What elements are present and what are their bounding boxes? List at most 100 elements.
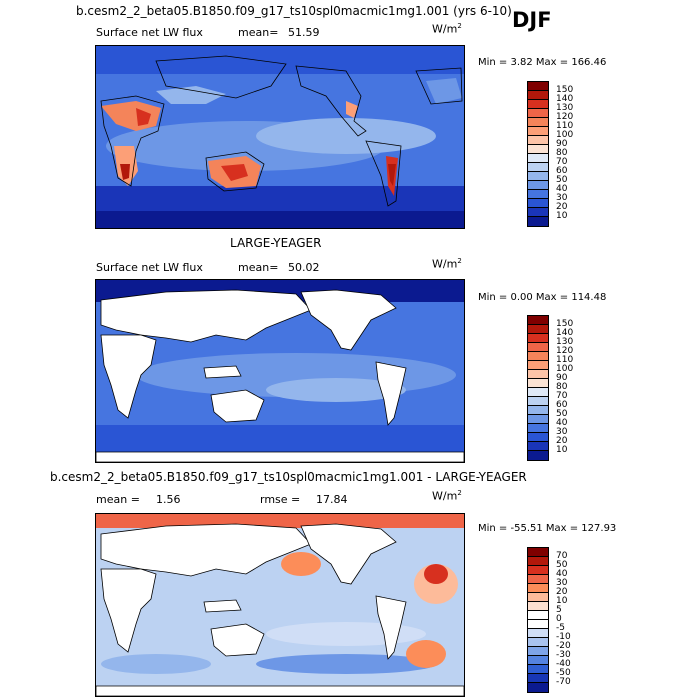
- panel3-cbar-seg: [528, 620, 548, 629]
- panel3-cbar-label: -70: [556, 677, 571, 687]
- panel1-cbar-seg: [528, 100, 548, 109]
- panel1-cbar-seg: [528, 190, 548, 199]
- panel2-cbar-seg: [528, 325, 548, 334]
- panel1-variable: Surface net LW flux: [96, 26, 203, 39]
- panel3-cbar-label: 20: [556, 587, 568, 597]
- panel3-arctic-bias: [96, 514, 464, 528]
- panel2-variable: Surface net LW flux: [96, 261, 203, 274]
- panel1-antarctic: [96, 211, 464, 228]
- panel3-case-title: b.cesm2_2_beta05.B1850.f09_g17_ts10spl0m…: [50, 470, 527, 484]
- panel3-land-indonesia: [203, 599, 242, 613]
- panel1-cbar-label: 30: [556, 193, 568, 203]
- panel3-units-sup: 2: [457, 489, 462, 497]
- panel2-cbar-label: 20: [556, 436, 568, 446]
- panel1-cbar-seg: [528, 118, 548, 127]
- panel3-land-australia: [210, 623, 265, 657]
- panel3-cbar-seg: [528, 602, 548, 611]
- panel3-cbar-seg: [528, 647, 548, 656]
- panel2-cbar-seg: [528, 406, 548, 415]
- panel2-cbar-label: 140: [556, 328, 574, 338]
- panel1-cbar-seg: [528, 154, 548, 163]
- panel1-colorbar: [527, 81, 549, 227]
- panel2-land-eurasia: [100, 289, 312, 343]
- panel1-coast-europe: [415, 67, 463, 105]
- panel1-units-base: W/m: [432, 22, 458, 36]
- panel2-land-antarctica: [96, 451, 464, 462]
- panel1-cbar-seg: [528, 127, 548, 136]
- panel1-cbar-label: 50: [556, 175, 568, 185]
- panel3-mean-label: mean =: [96, 493, 140, 506]
- panel3-cbar-seg: [528, 638, 548, 647]
- panel3-cbar-label: -20: [556, 641, 571, 651]
- panel1-cbar-label: 100: [556, 130, 574, 140]
- panel2-cbar-label: 90: [556, 373, 568, 383]
- panel1-case-title: b.cesm2_2_beta05.B1850.f09_g17_ts10spl0m…: [76, 4, 512, 18]
- panel3-subtropics: [266, 622, 426, 646]
- panel3-cbar-seg: [528, 665, 548, 674]
- panel3-gulfstream-bias: [424, 564, 448, 584]
- panel3-map-svg: [96, 514, 464, 696]
- panel2-cbar-label: 80: [556, 382, 568, 392]
- panel3-cbar-label: -50: [556, 668, 571, 678]
- panel1-cbar-seg: [528, 109, 548, 118]
- panel1-cbar-label: 60: [556, 166, 568, 176]
- panel1-coast-australia: [205, 151, 265, 192]
- panel1-cbar-seg: [528, 82, 548, 91]
- panel3-cbar-seg: [528, 584, 548, 593]
- panel1-sahara: [136, 108, 151, 126]
- panel3-cbar-label: -5: [556, 623, 565, 633]
- panel1-kalahari: [120, 164, 130, 180]
- panel1-cbar-label: 120: [556, 112, 574, 122]
- panel2-cbar-label: 110: [556, 355, 574, 365]
- panel2-mean-value: 50.02: [288, 261, 320, 274]
- panel3-cbar-seg: [528, 611, 548, 620]
- panel1-cbar-seg: [528, 163, 548, 172]
- panel2-colorbar: [527, 315, 549, 461]
- panel3-cbar-seg: [528, 683, 548, 692]
- panel1-cbar-label: 80: [556, 148, 568, 158]
- panel3-cbar-seg: [528, 593, 548, 602]
- panel3-cbar-seg: [528, 566, 548, 575]
- panel3-pacific-bias: [281, 552, 321, 576]
- panel1-arctic: [96, 46, 464, 74]
- panel3-cbar-seg: [528, 575, 548, 584]
- panel2-cbar-seg: [528, 316, 548, 325]
- panel2-cbar-seg: [528, 370, 548, 379]
- panel2-mean-label: mean=: [238, 261, 279, 274]
- panel3-cbar-label: 40: [556, 569, 568, 579]
- panel2-land-australia: [210, 389, 265, 423]
- panel3-cbar-label: 0: [556, 614, 562, 624]
- panel3-cbar-label: 10: [556, 596, 568, 606]
- panel1-atacama: [388, 164, 396, 186]
- panel1-asia-band: [156, 86, 226, 104]
- panel3-land-north-america: [300, 523, 397, 585]
- panel1-cbar-seg: [528, 181, 548, 190]
- panel2-map-svg: [96, 280, 464, 462]
- panel3-units-base: W/m: [432, 489, 458, 503]
- panel2-cbar-label: 30: [556, 427, 568, 437]
- panel3-map: [95, 513, 465, 697]
- panel3-cbar-label: 50: [556, 560, 568, 570]
- panel3-land-antarctica: [96, 685, 464, 696]
- panel3-cbar-label: 5: [556, 605, 562, 615]
- panel3-cbar-seg: [528, 674, 548, 683]
- panel3-cbar-label: 70: [556, 551, 568, 561]
- panel3-cbar-seg: [528, 548, 548, 557]
- panel1-cbar-seg: [528, 91, 548, 100]
- panel3-cbar-seg: [528, 557, 548, 566]
- panel2-cbar-label: 10: [556, 445, 568, 455]
- panel1-map: [95, 45, 465, 229]
- panel2-cbar-seg: [528, 388, 548, 397]
- panel2-cbar-seg: [528, 451, 548, 460]
- panel2-cbar-label: 70: [556, 391, 568, 401]
- panel3-cbar-seg: [528, 656, 548, 665]
- panel1-minmax: Min = 3.82 Max = 166.46: [478, 57, 607, 68]
- panel2-cbar-label: 120: [556, 346, 574, 356]
- panel2-units-base: W/m: [432, 257, 458, 271]
- panel3-cbar-label: 30: [556, 578, 568, 588]
- panel1-cbar-label: 140: [556, 94, 574, 104]
- panel2-land-indonesia: [203, 365, 242, 379]
- panel2-cbar-seg: [528, 442, 548, 451]
- panel3-south-band-east: [256, 654, 436, 674]
- panel1-cbar-label: 20: [556, 202, 568, 212]
